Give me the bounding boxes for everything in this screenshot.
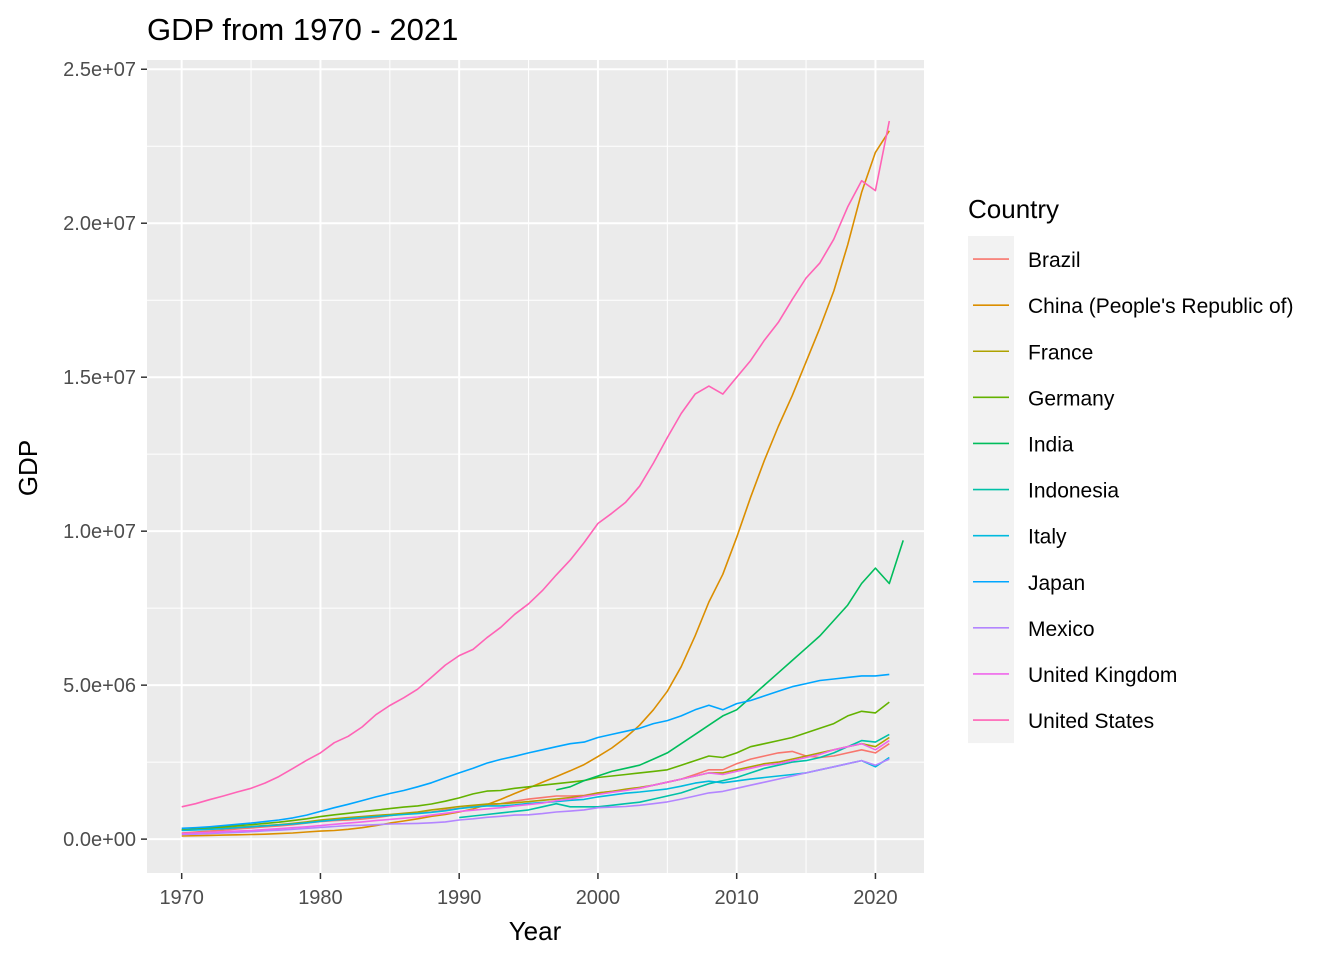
y-tick-label: 1.0e+07	[63, 521, 136, 543]
chart-title: GDP from 1970 - 2021	[147, 12, 458, 47]
y-tick-label: 1.5e+07	[63, 367, 136, 389]
x-axis-title: Year	[509, 916, 562, 946]
legend-label-france: France	[1028, 341, 1093, 364]
y-tick-label: 0.0e+00	[63, 829, 136, 851]
y-tick-label: 2.5e+07	[63, 59, 136, 81]
legend-label-indonesia: Indonesia	[1028, 480, 1119, 503]
x-tick-label: 2020	[853, 887, 898, 909]
x-tick-label: 1980	[298, 887, 343, 909]
y-tick-label: 5.0e+06	[63, 675, 136, 697]
legend-label-italy: Italy	[1028, 526, 1067, 549]
series-line-china-people-s-republic-of	[181, 130, 890, 837]
series-line-india	[556, 540, 904, 791]
y-tick-label: 2.0e+07	[63, 213, 136, 235]
legend-label-mexico: Mexico	[1028, 618, 1095, 641]
legend-title: Country	[968, 194, 1059, 224]
legend-label-germany: Germany	[1028, 387, 1115, 410]
legend-label-japan: Japan	[1028, 572, 1085, 595]
legend-items: Brazil China (People's Republic of) France…	[973, 249, 1293, 733]
x-tick-label: 2000	[576, 887, 621, 909]
series-line-united-states	[181, 120, 891, 808]
legend-label-brazil: Brazil	[1028, 249, 1081, 272]
legend-label-united-kingdom: United Kingdom	[1028, 664, 1177, 687]
legend-label-india: India	[1028, 433, 1074, 456]
series-line-indonesia	[459, 733, 890, 819]
series-line-japan	[181, 673, 890, 830]
series-line-italy	[181, 756, 890, 832]
axes: 0.0e+00 5.0e+06 1.0e+07 1.5e+07 2.0e+07 2.5e+…	[63, 59, 898, 909]
x-tick-label: 2010	[714, 887, 759, 909]
legend: Country Brazil China (People's Republic o…	[968, 194, 1293, 744]
series-line-united-kingdom	[181, 739, 890, 835]
series-line-germany	[181, 701, 890, 831]
legend-label-china-people-s-republic-of: China (People's Republic of)	[1028, 295, 1293, 318]
series-lines	[181, 120, 904, 837]
y-axis-title: GDP	[13, 440, 43, 496]
x-tick-label: 1970	[159, 887, 204, 909]
series-line-mexico	[181, 758, 890, 836]
x-tick-label: 1990	[437, 887, 482, 909]
legend-label-united-states: United States	[1028, 710, 1154, 733]
